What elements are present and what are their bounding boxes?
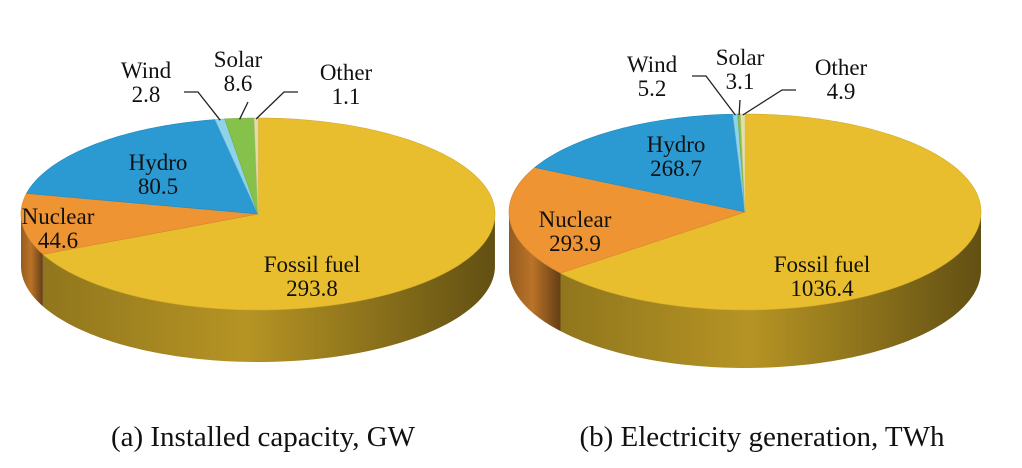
slice-fossil-fuel bbox=[559, 113, 982, 311]
slice-side-fossil-fuel bbox=[560, 212, 981, 368]
chart-caption-a: (a) Installed capacity, GW bbox=[111, 421, 416, 453]
slice-value-other: 4.9 bbox=[827, 79, 856, 104]
slice-other bbox=[740, 113, 746, 213]
slice-value-nuclear: 44.6 bbox=[38, 228, 78, 253]
slice-label-wind: Wind bbox=[627, 52, 678, 77]
slice-side-nuclear bbox=[509, 212, 561, 332]
slice-label-other: Other bbox=[320, 60, 373, 85]
slice-value-hydro: 80.5 bbox=[138, 174, 178, 199]
slice-value-hydro: 268.7 bbox=[650, 156, 702, 181]
slice-side-fossil-fuel bbox=[42, 216, 495, 362]
slice-label-nuclear: Nuclear bbox=[539, 207, 612, 232]
slice-label-hydro: Hydro bbox=[129, 150, 188, 175]
slice-label-other: Other bbox=[815, 55, 868, 80]
slice-label-solar: Solar bbox=[214, 47, 263, 72]
slice-side-nuclear bbox=[21, 214, 43, 307]
slice-label-nuclear: Nuclear bbox=[22, 204, 95, 229]
slice-label-hydro: Hydro bbox=[647, 132, 706, 157]
chart-caption-b: (b) Electricity generation, TWh bbox=[579, 421, 945, 453]
slice-label-fossil-fuel: Fossil fuel bbox=[264, 252, 360, 277]
slice-label-solar: Solar bbox=[716, 45, 765, 70]
slice-value-wind: 5.2 bbox=[638, 76, 667, 101]
leader-line-solar bbox=[738, 99, 741, 116]
leader-line-solar bbox=[239, 101, 249, 120]
slice-other bbox=[253, 117, 259, 215]
leader-line-wind bbox=[692, 75, 736, 116]
slice-label-fossil-fuel: Fossil fuel bbox=[774, 252, 870, 277]
slice-value-wind: 2.8 bbox=[132, 82, 161, 107]
slice-value-fossil-fuel: 293.8 bbox=[286, 276, 338, 301]
slice-nuclear bbox=[20, 193, 259, 255]
slice-label-wind: Wind bbox=[121, 58, 172, 83]
slice-fossil-fuel bbox=[42, 117, 496, 311]
slice-value-solar: 8.6 bbox=[224, 71, 253, 96]
slice-value-fossil-fuel: 1036.4 bbox=[790, 276, 854, 301]
slice-hydro bbox=[26, 119, 259, 215]
slice-nuclear bbox=[508, 167, 747, 274]
leader-line-wind bbox=[184, 91, 221, 121]
slice-value-solar: 3.1 bbox=[726, 69, 755, 94]
slice-value-other: 1.1 bbox=[332, 84, 361, 109]
slice-hydro bbox=[534, 113, 746, 213]
slice-value-nuclear: 293.9 bbox=[549, 231, 601, 256]
leader-line-other bbox=[742, 89, 796, 116]
leader-line-other bbox=[255, 91, 298, 120]
